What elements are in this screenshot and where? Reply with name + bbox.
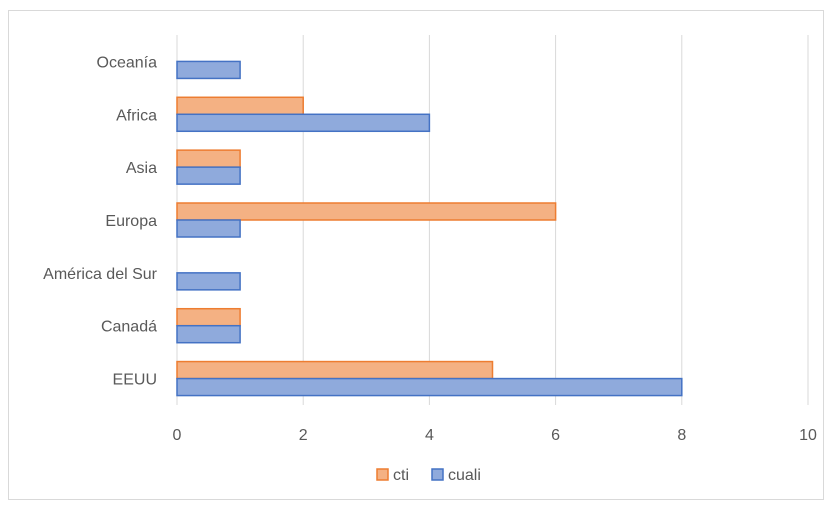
category-label-4: Asia: [126, 160, 157, 177]
bar-cti-5: [176, 96, 304, 116]
bar-cuali-0: [176, 377, 683, 397]
x-tick-label-4: 8: [677, 427, 686, 444]
legend-label-cti: cti: [393, 467, 409, 484]
legend-swatch-cuali: [431, 468, 444, 481]
category-label-1: Canadá: [101, 319, 157, 336]
bar-cti-3: [176, 202, 557, 221]
bar-cuali-3: [176, 219, 241, 238]
chart-frame: [8, 10, 824, 500]
category-label-6: Oceanía: [97, 54, 158, 71]
category-labels: EEUU Canadá América del Sur Europa Asia Afric…: [43, 54, 157, 388]
category-label-3: Europa: [105, 213, 157, 230]
category-label-5: Africa: [116, 107, 157, 124]
x-tick-label-1: 2: [299, 427, 308, 444]
bars: [176, 60, 683, 397]
x-tick-label-3: 6: [551, 427, 560, 444]
bar-cuali-6: [176, 60, 241, 80]
bar-cuali-1: [176, 324, 241, 344]
x-tick-label-5: 10: [799, 427, 817, 444]
bar-cti-4: [176, 149, 241, 168]
bar-cti-1: [176, 307, 241, 327]
bar-cuali-4: [176, 166, 241, 185]
legend-swatch-cti: [376, 468, 389, 481]
x-tick-label-0: 0: [173, 427, 182, 444]
bar-cti-0: [176, 360, 494, 380]
legend-label-cuali: cuali: [448, 467, 481, 484]
x-tick-label-2: 4: [425, 427, 434, 444]
category-label-2: América del Sur: [43, 266, 157, 283]
x-tick-labels: 0 2 4 6 8 10: [173, 427, 817, 444]
bar-cuali-2: [176, 272, 241, 291]
legend: cti cuali: [376, 467, 481, 484]
bar-cuali-5: [176, 113, 431, 133]
category-label-0: EEUU: [113, 372, 157, 389]
